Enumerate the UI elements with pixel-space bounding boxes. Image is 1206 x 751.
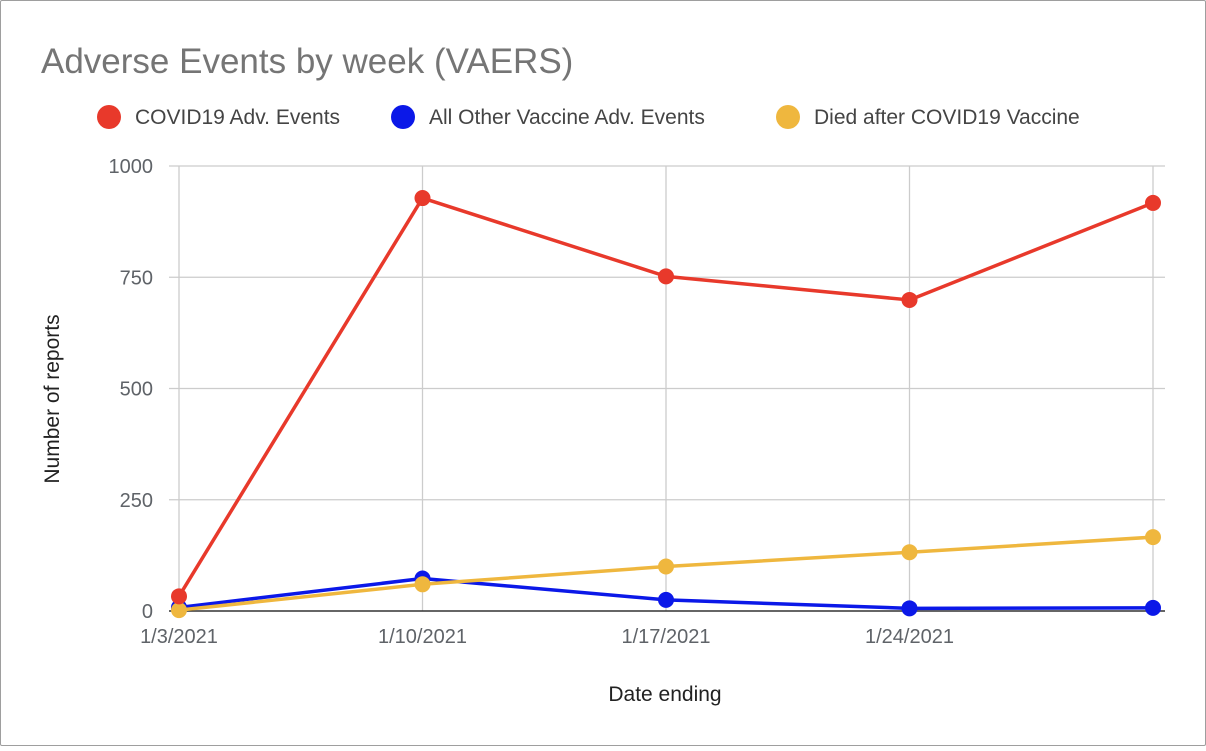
series-3 — [171, 529, 1161, 619]
legend-item: COVID19 Adv. Events — [97, 105, 340, 129]
legend-item: Died after COVID19 Vaccine — [776, 105, 1080, 129]
data-point — [414, 576, 431, 593]
data-point — [658, 558, 674, 575]
series-layer — [171, 190, 1161, 619]
x-axis-title: Date ending — [608, 683, 721, 706]
data-point — [171, 588, 187, 605]
data-point — [1145, 529, 1161, 546]
data-point — [1145, 194, 1161, 211]
y-axis: 0 250 500 750 1000 — [109, 156, 154, 623]
data-point — [414, 190, 431, 207]
legend-label: Died after COVID19 Vaccine — [814, 106, 1080, 129]
data-point — [901, 600, 918, 617]
y-tick-label: 250 — [120, 490, 153, 512]
y-tick-label: 0 — [142, 601, 153, 623]
x-tick-label: 1/17/2021 — [622, 626, 711, 648]
x-tick-label: 1/24/2021 — [865, 626, 954, 648]
legend-swatch — [97, 105, 121, 129]
legend-swatch — [391, 105, 415, 129]
x-tick-label: 1/10/2021 — [378, 626, 467, 648]
y-tick-label: 750 — [120, 267, 153, 289]
data-point — [171, 602, 187, 619]
data-point — [901, 291, 918, 308]
legend-label: COVID19 Adv. Events — [135, 106, 340, 129]
y-tick-label: 500 — [120, 379, 153, 401]
chart-title: Adverse Events by week (VAERS) — [41, 42, 573, 81]
series-1 — [171, 190, 1161, 605]
x-axis: 1/3/2021 1/10/2021 1/17/2021 1/24/2021 — [140, 626, 954, 648]
legend-swatch — [776, 105, 800, 129]
data-point — [1145, 599, 1161, 616]
data-point — [901, 544, 918, 561]
legend-item: All Other Vaccine Adv. Events — [391, 105, 705, 129]
y-axis-title: Number of reports — [41, 314, 64, 483]
legend: COVID19 Adv. Events All Other Vaccine Adv… — [97, 105, 1080, 129]
data-point — [658, 268, 674, 285]
x-tick-label: 1/3/2021 — [140, 626, 218, 648]
legend-label: All Other Vaccine Adv. Events — [429, 106, 705, 129]
data-point — [658, 591, 674, 608]
y-tick-label: 1000 — [109, 156, 154, 178]
